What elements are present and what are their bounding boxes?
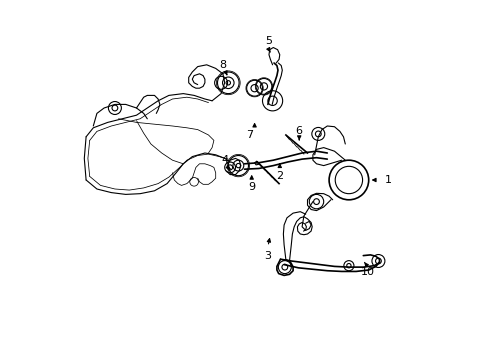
Text: 2: 2 <box>276 171 283 181</box>
Text: 1: 1 <box>384 175 391 185</box>
Text: 10: 10 <box>360 267 374 277</box>
Text: 5: 5 <box>265 36 272 46</box>
Text: 3: 3 <box>264 251 271 261</box>
Text: 7: 7 <box>246 130 253 140</box>
Text: 6: 6 <box>295 126 302 136</box>
Text: 9: 9 <box>247 182 255 192</box>
Text: 8: 8 <box>219 60 226 70</box>
Text: 4: 4 <box>221 155 228 165</box>
